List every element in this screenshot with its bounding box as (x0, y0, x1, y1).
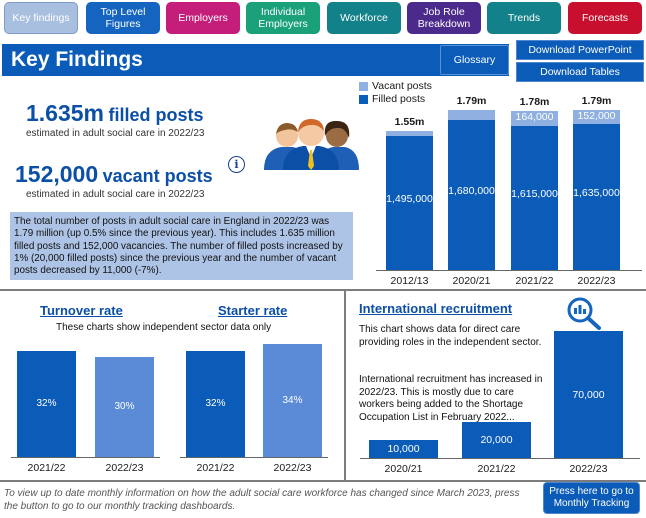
nav-key-findings[interactable]: Key findings (4, 2, 78, 34)
turnover-x-tick-2022/23: 2022/23 (105, 462, 144, 474)
filled-value: 1.635m (26, 100, 105, 126)
bar-vacant-2020/21 (448, 110, 495, 120)
intl-x-tick-2021/22: 2021/22 (477, 463, 516, 475)
starter-axis (180, 457, 328, 458)
x-tick-2022/23: 2022/23 (577, 275, 616, 287)
bar-filled-2012/13 (386, 136, 433, 270)
turnover-title: Turnover rate (40, 303, 123, 318)
footer-text: To view up to date monthly information o… (4, 488, 520, 512)
nav-trends[interactable]: Trends (487, 2, 561, 34)
nav-individual-employers[interactable]: Individual Employers (246, 2, 320, 34)
filled-label: filled posts (108, 105, 204, 125)
main-chart-axis (376, 270, 642, 271)
bar-filled-label-2012/13: 1,495,000 (386, 193, 433, 206)
starter-x-tick-2021/22: 2021/22 (196, 462, 235, 474)
bar-filled-2022/23 (573, 123, 620, 270)
intl-bar-2020/21 (369, 439, 438, 458)
starter-bar-label-2022/23: 34% (282, 394, 303, 406)
monthly-tracking-button[interactable]: Press here to go to Monthly Tracking (543, 482, 640, 514)
filled-headline: 1.635m filled posts (26, 100, 203, 127)
starter-x-tick-2022/23: 2022/23 (273, 462, 312, 474)
vacant-value: 152,000 (15, 161, 99, 187)
turnover-x-tick-2021/22: 2021/22 (27, 462, 66, 474)
legend-filled-swatch (359, 95, 368, 104)
bar-filled-label-2022/23: 1,635,000 (573, 186, 620, 199)
starter-bar-2022/23 (263, 344, 322, 457)
nav-workforce[interactable]: Workforce (327, 2, 401, 34)
glossary-button[interactable]: Glossary (440, 45, 509, 75)
nav-top-level-figures[interactable]: Top Level Figures (86, 2, 160, 34)
bar-filled-2021/22 (511, 125, 558, 270)
bar-vacant-label-2022/23: 152,000 (577, 110, 616, 123)
vacant-headline: 152,000 vacant posts (15, 161, 213, 188)
bar-filled-2020/21 (448, 119, 495, 270)
bar-filled-label-2021/22: 1,615,000 (511, 187, 558, 200)
x-tick-2012/13: 2012/13 (390, 275, 429, 287)
bar-vacant-2022/23 (573, 110, 620, 124)
page-title: Key Findings (2, 44, 509, 76)
intl-bar-label-2021/22: 20,000 (480, 433, 513, 446)
legend-vacant-label: Vacant posts (372, 80, 432, 92)
turnover-bar-label-2022/23: 30% (114, 401, 135, 413)
magnifier-icon (567, 297, 601, 330)
info-icon[interactable]: i (228, 156, 245, 173)
starter-bar-2021/22 (186, 350, 245, 457)
legend-vacant-swatch (359, 82, 368, 91)
intl-bar-2022/23 (554, 331, 623, 458)
section-divider (0, 289, 646, 291)
download-tables-button[interactable]: Download Tables (516, 62, 644, 82)
bar-total-2022/23: 1.79m (581, 95, 612, 108)
download-powerpoint-button[interactable]: Download PowerPoint (516, 40, 644, 60)
vacant-label: vacant posts (102, 166, 213, 186)
nav-job-role-breakdown[interactable]: Job Role Breakdown (407, 2, 481, 34)
international-desc-1: This chart shows data for direct care pr… (359, 324, 542, 348)
x-tick-2021/22: 2021/22 (515, 275, 554, 287)
footer-divider (0, 480, 646, 482)
nav-forecasts[interactable]: Forecasts (568, 2, 642, 34)
intl-x-tick-2022/23: 2022/23 (569, 463, 608, 475)
intl-bar-2021/22 (462, 421, 531, 458)
bar-total-2012/13: 1.55m (394, 116, 425, 129)
international-title: International recruitment (359, 301, 513, 316)
bar-vacant-2021/22 (511, 110, 558, 126)
turnover-bar-label-2021/22: 32% (36, 397, 57, 409)
international-desc-2: International recruitment has increased … (359, 374, 543, 423)
intl-bar-label-2020/21: 10,000 (387, 442, 420, 455)
vacant-caption: estimated in adult social care in 2022/2… (26, 189, 205, 200)
bar-vacant-2012/13 (386, 131, 433, 137)
bar-vacant-label-2021/22: 164,000 (515, 111, 554, 124)
starter-bar-label-2021/22: 32% (205, 397, 226, 409)
bar-total-2021/22: 1.78m (519, 95, 550, 108)
x-tick-2020/21: 2020/21 (452, 275, 491, 287)
intl-x-tick-2020/21: 2020/21 (384, 463, 423, 475)
column-divider (344, 291, 346, 481)
rates-note: These charts show independent sector dat… (56, 322, 272, 333)
bar-filled-label-2020/21: 1,680,000 (448, 184, 495, 197)
people-icon (264, 119, 359, 170)
bar-total-2020/21: 1.79m (456, 95, 487, 107)
starter-title: Starter rate (218, 303, 288, 318)
nav-employers[interactable]: Employers (166, 2, 240, 34)
intl-bar-label-2022/23: 70,000 (572, 388, 605, 401)
filled-caption: estimated in adult social care in 2022/2… (26, 128, 205, 139)
summary-box: The total number of posts in adult socia… (10, 212, 353, 280)
intl-axis (360, 458, 640, 459)
turnover-axis (11, 457, 160, 458)
legend-filled-label: Filled posts (372, 93, 426, 105)
turnover-bar-2022/23 (95, 357, 154, 457)
turnover-bar-2021/22 (17, 350, 76, 457)
